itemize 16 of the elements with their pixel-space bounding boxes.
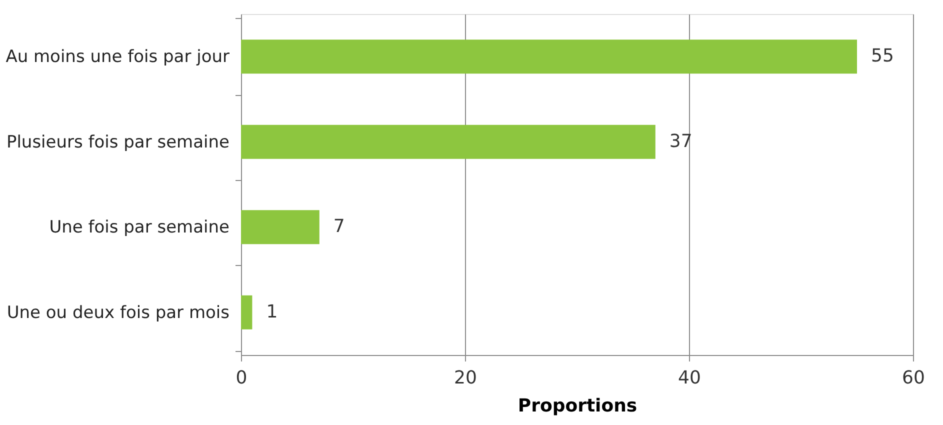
- x-tick-label: 40: [678, 368, 701, 388]
- x-tick-label: 0: [236, 368, 248, 388]
- y-tick-label: Au moins une fois par jour: [6, 47, 230, 68]
- data-label: 1: [266, 301, 278, 322]
- bar: [241, 124, 656, 159]
- x-tick-label: 60: [902, 368, 925, 388]
- bar: [241, 295, 252, 330]
- data-label: 7: [333, 216, 345, 238]
- y-tick-label: Une ou deux fois par mois: [6, 302, 230, 323]
- bar: [241, 40, 857, 74]
- x-axis-title: Proportions: [518, 396, 638, 416]
- data-label: 55: [871, 46, 894, 67]
- y-tick-label: Une fois par semaine: [49, 218, 230, 238]
- bar: [241, 210, 320, 244]
- y-tick-label: Plusieurs fois par semaine: [6, 132, 230, 152]
- x-tick-label: 20: [454, 368, 477, 388]
